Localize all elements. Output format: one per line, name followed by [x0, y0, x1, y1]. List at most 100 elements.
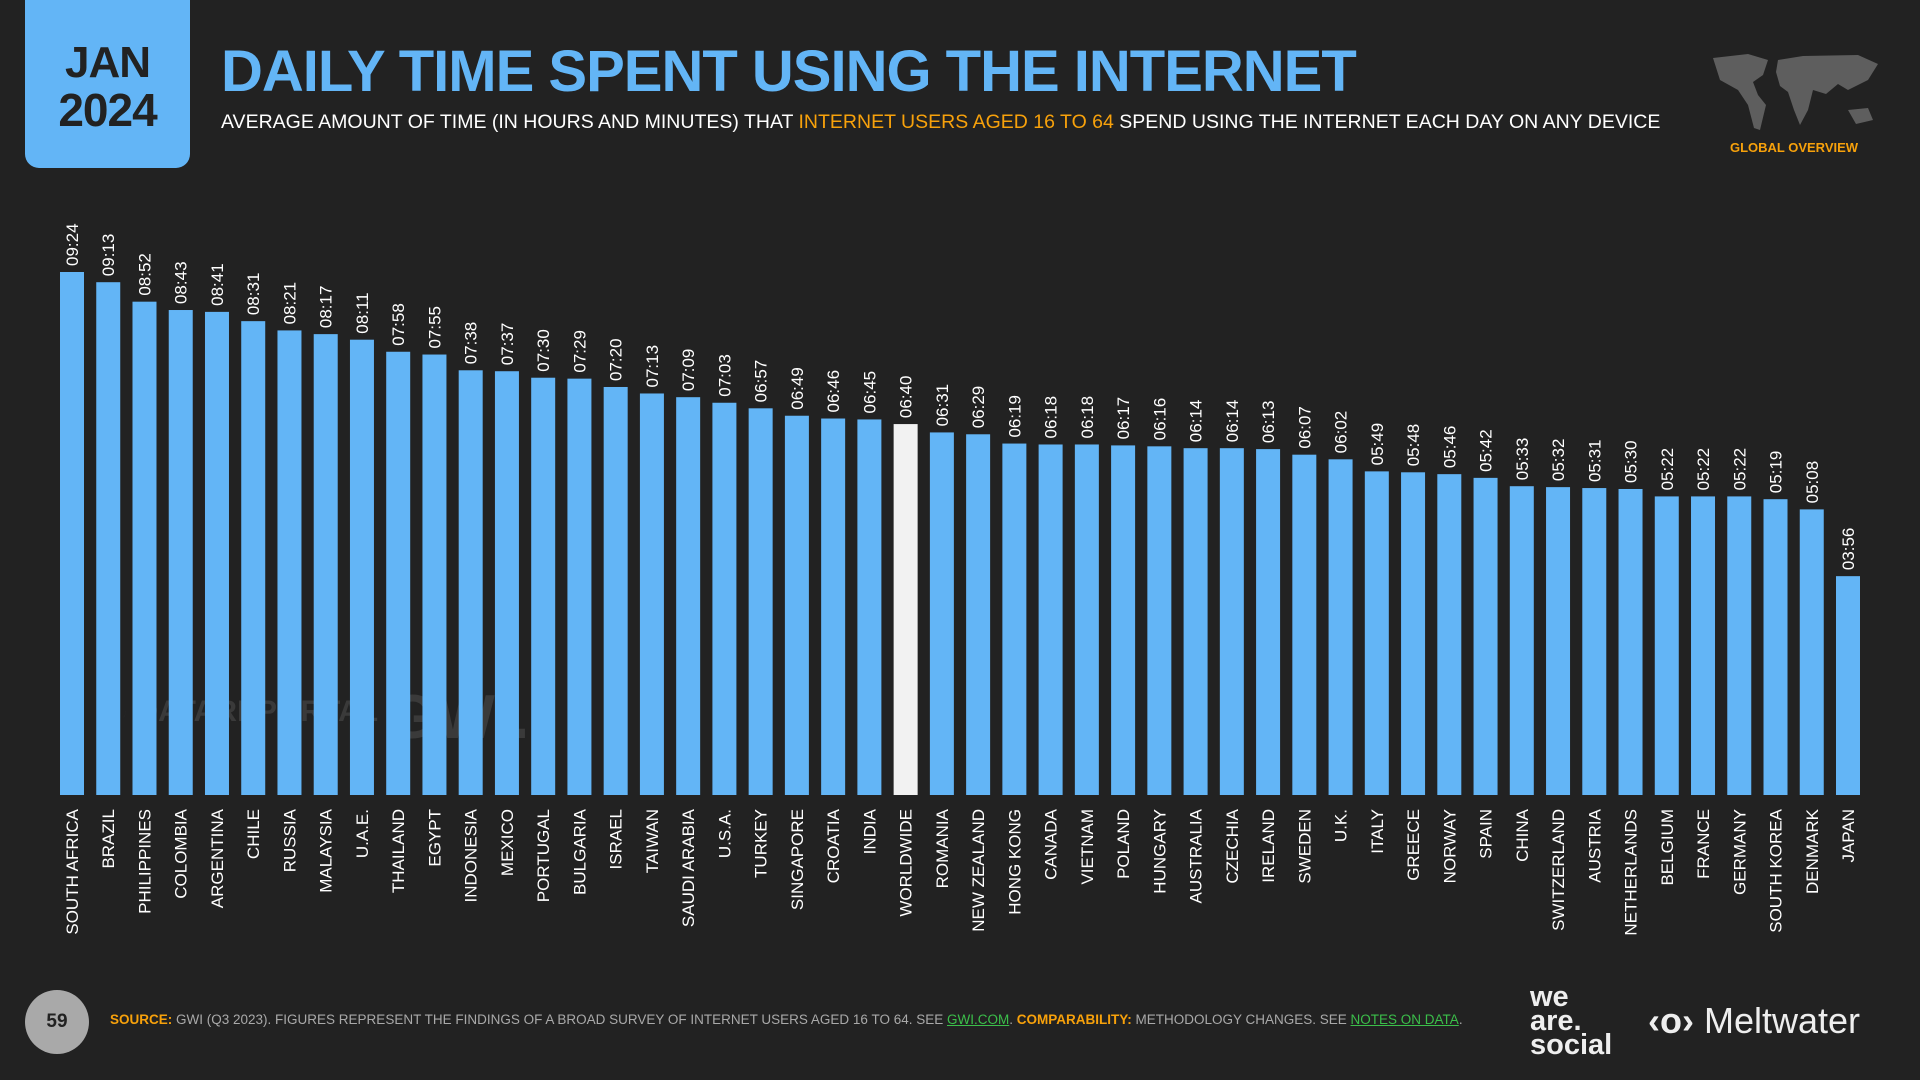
value-label: 05:46	[1440, 426, 1459, 469]
value-label: 07:13	[643, 345, 662, 388]
value-label: 05:22	[1730, 448, 1749, 491]
bar-hong-kong	[1002, 443, 1027, 795]
world-map-icon	[1713, 54, 1878, 130]
category-label: TAIWAN	[643, 809, 662, 873]
value-label: 06:29	[969, 386, 988, 429]
bar-norway	[1437, 474, 1462, 795]
value-label: 06:02	[1332, 411, 1351, 454]
value-label: 06:19	[1005, 395, 1024, 438]
value-label: 08:43	[172, 261, 191, 304]
category-label: ARGENTINA	[208, 808, 227, 908]
bar-spain	[1473, 477, 1498, 795]
category-label: ITALY	[1368, 809, 1387, 854]
bar-singapore	[784, 415, 809, 795]
bar-colombia	[168, 310, 193, 795]
category-label: INDIA	[860, 808, 879, 854]
category-label: GERMANY	[1730, 809, 1749, 895]
value-label: 05:33	[1513, 438, 1532, 481]
bar-japan	[1836, 576, 1860, 795]
value-label: 08:31	[244, 273, 263, 316]
value-label: 06:17	[1114, 397, 1133, 440]
bar-worldwide	[893, 424, 918, 795]
subtitle-post: SPEND USING THE INTERNET EACH DAY ON ANY…	[1113, 111, 1661, 133]
bar-philippines	[132, 301, 157, 795]
category-label: AUSTRALIA	[1187, 808, 1206, 903]
bar-portugal	[531, 377, 556, 795]
category-label: INDONESIA	[462, 808, 481, 902]
value-label: 07:20	[607, 338, 626, 381]
category-label: SPAIN	[1477, 809, 1496, 859]
category-label: PHILIPPINES	[135, 809, 154, 914]
bar-romania	[929, 432, 954, 795]
date-badge: JAN 2024	[25, 0, 190, 168]
bar-india	[857, 419, 882, 795]
category-label: NETHERLANDS	[1622, 809, 1641, 936]
category-label: FRANCE	[1694, 809, 1713, 879]
category-label: ISRAEL	[607, 809, 626, 869]
bar-denmark	[1799, 509, 1824, 795]
bar-bulgaria	[567, 378, 592, 795]
comparability-text: METHODOLOGY CHANGES. SEE	[1131, 1012, 1351, 1027]
bar-chart: 09:24 SOUTH AFRICA 09:13 BRAZIL 08:52 PHILIPP…	[60, 223, 1860, 936]
value-label: 03:56	[1839, 528, 1858, 571]
value-label: 06:46	[824, 370, 843, 413]
value-label: 06:18	[1078, 396, 1097, 439]
value-label: 06:49	[788, 367, 807, 410]
category-label: BULGARIA	[570, 808, 589, 895]
category-label: SWITZERLAND	[1549, 809, 1568, 931]
source-label: SOURCE:	[110, 1012, 173, 1027]
bar-south-korea	[1763, 499, 1788, 795]
bar-canada	[1038, 444, 1063, 795]
value-label: 08:17	[317, 286, 336, 329]
value-label: 05:30	[1622, 440, 1641, 483]
category-label: SAUDI ARABIA	[679, 808, 698, 927]
category-label: DENMARK	[1803, 808, 1822, 894]
value-label: 06:16	[1150, 398, 1169, 441]
category-label: PORTUGAL	[534, 809, 553, 902]
bar-israel	[603, 386, 628, 795]
category-label: HONG KONG	[1005, 809, 1024, 915]
value-label: 08:52	[135, 253, 154, 296]
value-label: 05:22	[1694, 448, 1713, 491]
category-label: SWEDEN	[1295, 809, 1314, 884]
bar-austria	[1582, 488, 1607, 795]
category-label: CHINA	[1513, 808, 1532, 862]
bar-brazil	[96, 282, 121, 796]
value-label: 07:55	[425, 306, 444, 349]
category-label: SINGAPORE	[788, 809, 807, 910]
category-label: POLAND	[1114, 809, 1133, 879]
section-label: GLOBAL OVERVIEW	[1729, 140, 1859, 155]
value-label: 06:07	[1295, 406, 1314, 449]
bar-germany	[1727, 496, 1752, 795]
value-label: 07:58	[389, 303, 408, 346]
value-label: 07:30	[534, 329, 553, 372]
value-label: 05:22	[1658, 448, 1677, 491]
meltwater-logo-text: Meltwater	[1703, 1000, 1861, 1041]
comparability-label: COMPARABILITY:	[1013, 1012, 1132, 1027]
value-label: 06:45	[860, 371, 879, 414]
category-label: CROATIA	[824, 808, 843, 883]
gwi-link[interactable]: GWI.COM	[946, 1012, 1010, 1027]
page-subtitle: AVERAGE AMOUNT OF TIME (IN HOURS AND MIN…	[221, 111, 1660, 134]
value-label: 06:31	[933, 384, 952, 427]
source-note: SOURCE: GWI (Q3 2023). FIGURES REPRESENT…	[110, 1012, 1463, 1027]
page-title: DAILY TIME SPENT USING THE INTERNET	[221, 39, 1357, 104]
subtitle-highlight: INTERNET USERS AGED 16 TO 64	[798, 111, 1114, 133]
category-label: THAILAND	[389, 809, 408, 893]
value-label: 05:32	[1549, 439, 1568, 482]
category-label: CZECHIA	[1223, 808, 1242, 883]
value-label: 06:40	[897, 376, 916, 419]
value-label: 05:31	[1585, 440, 1604, 483]
category-label: CANADA	[1042, 808, 1061, 880]
bar-poland	[1111, 445, 1136, 795]
bar-italy	[1364, 471, 1389, 795]
bar-indonesia	[458, 370, 483, 795]
bar-vietnam	[1074, 444, 1099, 795]
bar-netherlands	[1618, 488, 1643, 795]
category-label: U.K.	[1332, 809, 1351, 842]
value-label: 09:13	[99, 234, 118, 277]
punct-end: .	[1458, 1012, 1463, 1027]
notes-on-data-link[interactable]: NOTES ON DATA	[1350, 1012, 1459, 1027]
page-number: 59	[25, 990, 89, 1054]
value-label: 05:42	[1477, 429, 1496, 472]
